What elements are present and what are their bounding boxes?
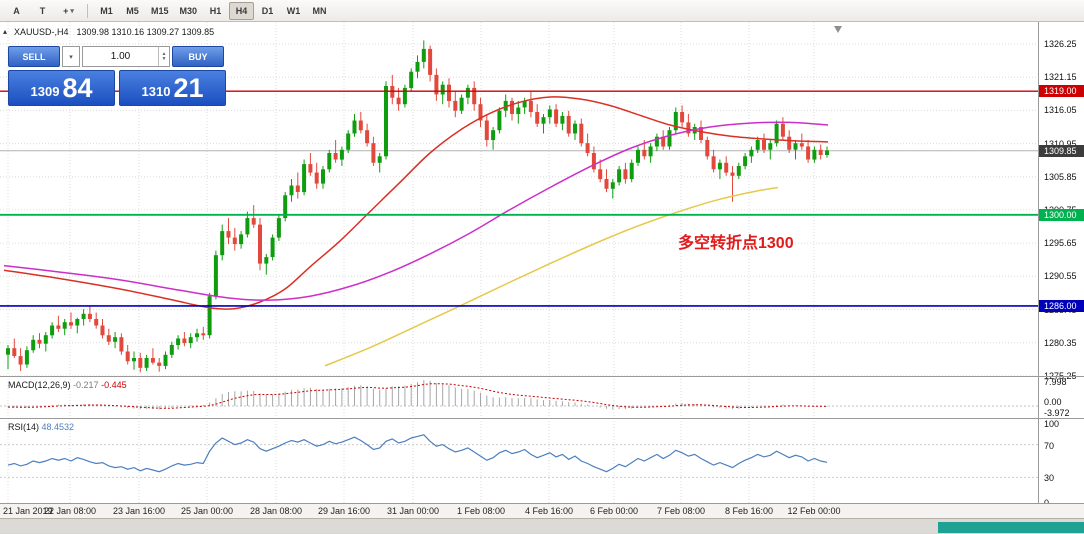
toolbar-button-draw[interactable]: + ▾ xyxy=(56,2,81,20)
time-label: 4 Feb 16:00 xyxy=(524,506,574,516)
timeframe-button-m1[interactable]: M1 xyxy=(94,2,119,20)
grid xyxy=(0,22,1038,376)
time-label: 8 Feb 16:00 xyxy=(724,506,774,516)
sell-price-pips: 84 xyxy=(62,73,93,103)
macd-panel[interactable] xyxy=(0,376,1038,418)
time-label: 21 Jan 2019 xyxy=(3,506,53,516)
taskbar-fragment xyxy=(938,522,1084,533)
time-label: 23 Jan 16:00 xyxy=(112,506,166,516)
macd-name: MACD(12,26,9) xyxy=(8,380,71,390)
candlesticks xyxy=(6,40,829,373)
macd-scale-label: 7.998 xyxy=(1044,377,1067,387)
price-tick: 1295.65 xyxy=(1044,238,1077,248)
one-click-collapse-icon[interactable]: ▴ xyxy=(3,27,8,36)
time-label: 7 Feb 08:00 xyxy=(656,506,706,516)
time-label: 25 Jan 00:00 xyxy=(180,506,234,516)
sell-button[interactable]: SELL xyxy=(8,46,60,67)
current-price-tag[interactable]: 1309.85 xyxy=(1039,145,1084,157)
order-options-dropdown[interactable]: ▾ xyxy=(62,46,80,67)
one-click-prices-row: 1309 84 1310 21 xyxy=(8,70,226,106)
bottom-strip xyxy=(0,518,1084,533)
timeframe-button-h4[interactable]: H4 xyxy=(229,1,255,20)
volume-spinner[interactable]: ▲ ▼ xyxy=(158,47,169,66)
one-click-trading-panel: SELL ▾ 1.00 ▲ ▼ BUY 1309 84 xyxy=(8,46,226,106)
symbol-period-label: XAUUSD-,H4 xyxy=(14,27,69,37)
ma-fast-red xyxy=(3,96,829,310)
chevron-down-icon: ▾ xyxy=(70,7,74,15)
panel-separator[interactable] xyxy=(0,418,1084,419)
timeframe-button-mn[interactable]: MN xyxy=(307,2,332,20)
rsi-scale-label: 100 xyxy=(1044,419,1060,429)
toolbar-tools-group: A T + ▾ xyxy=(4,2,81,20)
sell-price-display[interactable]: 1309 84 xyxy=(8,70,115,106)
timeframe-button-w1[interactable]: W1 xyxy=(281,2,306,20)
timeframe-button-m5[interactable]: M5 xyxy=(120,2,145,20)
spinner-down-icon[interactable]: ▼ xyxy=(161,55,167,62)
rsi-value: 48.4532 xyxy=(41,422,75,432)
toolbar-timeframes-group: M1 M5 M15 M30 H1 H4 D1 W1 MN xyxy=(94,1,332,20)
price-axis[interactable]: 1326.25 1321.15 1316.05 1310.95 1305.85 1300.… xyxy=(1038,22,1084,508)
time-label: 12 Feb 00:00 xyxy=(787,506,841,516)
one-click-controls-row: SELL ▾ 1.00 ▲ ▼ BUY xyxy=(8,46,226,67)
macd-indicator-label: MACD(12,26,9) -0.217 -0.445 xyxy=(8,380,127,390)
macd-value: -0.217 xyxy=(73,380,99,390)
rsi-name: RSI(14) xyxy=(8,422,40,432)
chart-shift-icon[interactable] xyxy=(834,26,842,33)
time-label: 1 Feb 08:00 xyxy=(456,506,506,516)
timeframe-button-m15[interactable]: M15 xyxy=(146,2,174,20)
spinner-up-icon[interactable]: ▲ xyxy=(161,50,167,57)
rsi-scale-label: 30 xyxy=(1044,473,1055,483)
rsi-scale-label: 70 xyxy=(1044,441,1055,451)
toolbar: A T + ▾ M1 M5 M15 M30 H1 H4 D1 W1 MN xyxy=(0,0,1084,22)
toolbar-separator xyxy=(87,3,88,18)
rsi-indicator-label: RSI(14) 48.4532 xyxy=(8,422,74,432)
ohlc-values: 1309.98 1310.16 1309.27 1309.85 xyxy=(76,27,215,37)
price-tick: 1326.25 xyxy=(1044,39,1077,49)
ma-mid-magenta xyxy=(3,121,829,301)
chevron-down-icon: ▾ xyxy=(69,53,73,61)
rsi-line xyxy=(7,434,828,473)
chart-annotation: 多空转折点1300 xyxy=(678,235,794,252)
buy-price-display[interactable]: 1310 21 xyxy=(119,70,226,106)
time-label: 31 Jan 00:00 xyxy=(386,506,440,516)
buy-price-pips: 21 xyxy=(173,73,204,103)
price-tag-1286.00[interactable]: 1286.00 xyxy=(1039,300,1084,312)
time-label: 22 Jan 08:00 xyxy=(43,506,97,516)
time-label: 6 Feb 00:00 xyxy=(589,506,639,516)
macd-scale-label: -3.972 xyxy=(1044,408,1070,418)
price-tag-1300.00[interactable]: 1300.00 xyxy=(1039,209,1084,221)
timeframe-button-d1[interactable]: D1 xyxy=(255,2,280,20)
price-tick: 1316.05 xyxy=(1044,105,1077,115)
price-tick: 1310.95 xyxy=(1044,139,1077,149)
macd-signal-line xyxy=(8,383,828,409)
chart-title: XAUUSD-,H4 1309.98 1310.16 1309.27 1309.… xyxy=(14,27,214,37)
timeframe-button-m30[interactable]: M30 xyxy=(175,2,203,20)
time-label: 28 Jan 08:00 xyxy=(249,506,303,516)
price-tick: 1305.85 xyxy=(1044,172,1077,182)
price-tag-1319.00[interactable]: 1319.00 xyxy=(1039,85,1084,97)
volume-input[interactable]: 1.00 ▲ ▼ xyxy=(82,46,170,67)
sell-price-major: 1309 xyxy=(30,83,60,99)
price-tick: 1290.55 xyxy=(1044,271,1077,281)
price-chart[interactable] xyxy=(0,22,1038,376)
rsi-panel[interactable] xyxy=(0,418,1038,503)
buy-button[interactable]: BUY xyxy=(172,46,224,67)
macd-scale-label: 0.00 xyxy=(1044,397,1062,407)
volume-value: 1.00 xyxy=(110,51,131,62)
ma-slow-yellow xyxy=(324,186,779,367)
panel-separator[interactable] xyxy=(0,376,1084,377)
timeframe-button-h1[interactable]: H1 xyxy=(203,2,228,20)
toolbar-button-cursor[interactable]: A xyxy=(4,2,29,20)
macd-signal-value: -0.445 xyxy=(101,380,127,390)
price-tick: 1321.15 xyxy=(1044,72,1077,82)
buy-price-major: 1310 xyxy=(141,83,171,99)
time-label: 29 Jan 16:00 xyxy=(317,506,371,516)
time-axis[interactable]: 21 Jan 2019 22 Jan 08:00 23 Jan 16:00 25 Ja… xyxy=(0,503,1084,518)
chart-window[interactable]: ▴ XAUUSD-,H4 1309.98 1310.16 1309.27 130… xyxy=(0,22,1084,518)
price-tick: 1280.35 xyxy=(1044,338,1077,348)
toolbar-button-text[interactable]: T xyxy=(30,2,55,20)
